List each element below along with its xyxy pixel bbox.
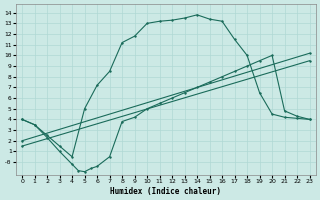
X-axis label: Humidex (Indice chaleur): Humidex (Indice chaleur) bbox=[110, 187, 221, 196]
